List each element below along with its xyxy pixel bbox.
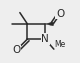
- Text: N: N: [41, 34, 49, 44]
- Polygon shape: [45, 22, 53, 26]
- Text: O: O: [56, 9, 64, 19]
- Text: O: O: [12, 45, 20, 55]
- Text: Me: Me: [54, 40, 66, 49]
